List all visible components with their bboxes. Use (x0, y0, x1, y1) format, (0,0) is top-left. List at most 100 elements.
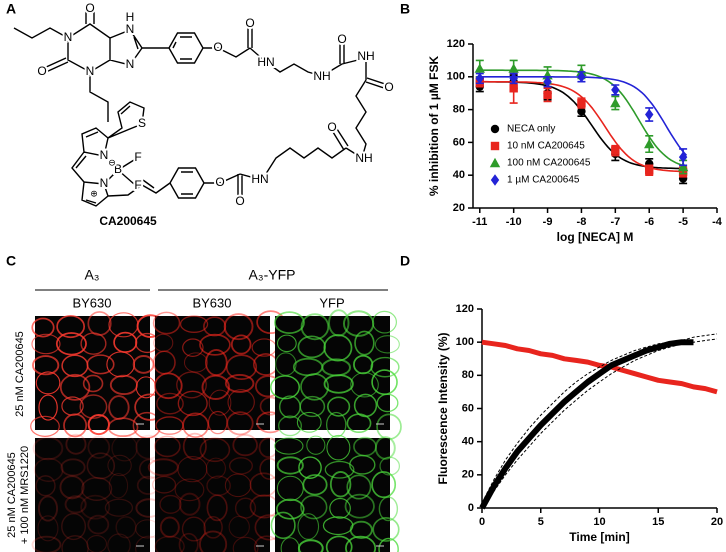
x-tick-label: -5 (678, 216, 688, 228)
atom-label: HN (257, 55, 274, 69)
cell-outline (37, 495, 59, 522)
x-tick-label: -6 (644, 216, 654, 228)
x-tick-label: -7 (610, 216, 620, 228)
y-tick-label: 100 (447, 71, 465, 83)
cell-outline (113, 331, 138, 353)
cell-outline (346, 474, 372, 500)
atom-label: H (126, 10, 135, 24)
cell-outline (276, 334, 297, 353)
cell-outline (183, 352, 208, 373)
atom-label: O (384, 80, 393, 94)
marker (543, 90, 552, 100)
cell-outline (203, 516, 223, 539)
marker (645, 166, 654, 175)
cell-outline (82, 374, 104, 393)
cell-outline (182, 412, 210, 439)
cell-outline (111, 434, 138, 462)
image-grid (30, 309, 402, 552)
cell-outline (300, 313, 330, 341)
cell-outline (177, 390, 208, 417)
x-tick-label: 15 (652, 516, 664, 528)
chemical-structure: O N H N O N N O O HN NH O NH O NH O HN O… (13, 0, 396, 228)
marker (678, 151, 688, 163)
column-header: BY630 (192, 295, 231, 310)
legend-marker (490, 124, 500, 134)
x-tick-label: -9 (543, 216, 553, 228)
cell-outline (276, 456, 304, 475)
atom-label: O (213, 40, 222, 54)
cell-outline (107, 454, 132, 477)
cell-outline (299, 395, 326, 418)
cell-outline (87, 435, 111, 459)
legend-label: 10 nM CA200645 (507, 141, 585, 152)
cell-outline (65, 433, 87, 455)
atom-label: F (134, 150, 141, 164)
cell-outline (176, 371, 207, 399)
y-tick-label: 40 (462, 436, 474, 448)
cell-outline (207, 410, 228, 435)
cell-outline (63, 413, 88, 438)
cell-outline (181, 516, 206, 542)
cell-outline (297, 539, 324, 552)
cell-outline (370, 356, 400, 378)
cell-outline (302, 474, 328, 496)
cell-outline (199, 333, 231, 356)
x-tick-label: 10 (593, 516, 605, 528)
confidence-line (481, 333, 718, 504)
cell-outline (86, 452, 116, 480)
cell-outline (64, 495, 87, 514)
marker (611, 146, 620, 155)
x-tick-label: -4 (712, 216, 723, 228)
cell-outline (37, 515, 59, 542)
y-tick-label: 80 (453, 104, 465, 116)
y-tick-label: 60 (462, 402, 474, 414)
atom-label: O (85, 1, 94, 15)
cell-outline (345, 535, 377, 552)
data-line (479, 339, 694, 510)
cell-outline (156, 392, 184, 415)
cell-outline (226, 411, 254, 436)
cell-outline (59, 475, 85, 500)
cell-outline (228, 515, 250, 539)
cell-outline (372, 517, 400, 542)
cell-outline (270, 511, 296, 540)
cell-outline (61, 535, 89, 552)
cell-outline (178, 532, 199, 552)
cell-outline (378, 537, 399, 552)
atom-label: N (64, 30, 73, 44)
atom-label: HN (251, 172, 268, 186)
cell-outline (147, 458, 179, 477)
y-axis-label: Fluorescence Intensity (%) (436, 332, 450, 484)
y-tick-label: 120 (447, 38, 465, 50)
cell-outline (153, 333, 174, 352)
cell-outline (107, 533, 131, 552)
cell-outline (60, 458, 86, 477)
x-tick-label: 0 (479, 516, 485, 528)
x-axis-label: Time [min] (569, 530, 629, 544)
bonds (13, 10, 386, 207)
cell-outline (208, 389, 232, 416)
cell-outline (350, 372, 379, 398)
cell-outline (35, 475, 56, 497)
panel-label: B (400, 1, 410, 17)
marker (677, 161, 689, 172)
fit-curve (476, 69, 687, 168)
cell-outline (374, 436, 396, 460)
marker (509, 72, 518, 85)
cell-outline (32, 355, 60, 376)
row-label: + 100 nM MRS1220 (19, 446, 31, 544)
cell-outline (232, 433, 258, 457)
cell-outline (154, 535, 185, 552)
y-tick-label: 20 (462, 469, 474, 481)
cell-outline (38, 394, 58, 421)
cell-outline (354, 330, 375, 356)
cell-outline (107, 417, 139, 438)
cell-outline (325, 411, 347, 438)
marker (543, 76, 552, 88)
atom-label: O (245, 16, 254, 30)
x-tick-label: 20 (711, 516, 723, 528)
cell-outline (223, 313, 254, 341)
marker (611, 84, 620, 96)
cell-outline (81, 477, 113, 501)
